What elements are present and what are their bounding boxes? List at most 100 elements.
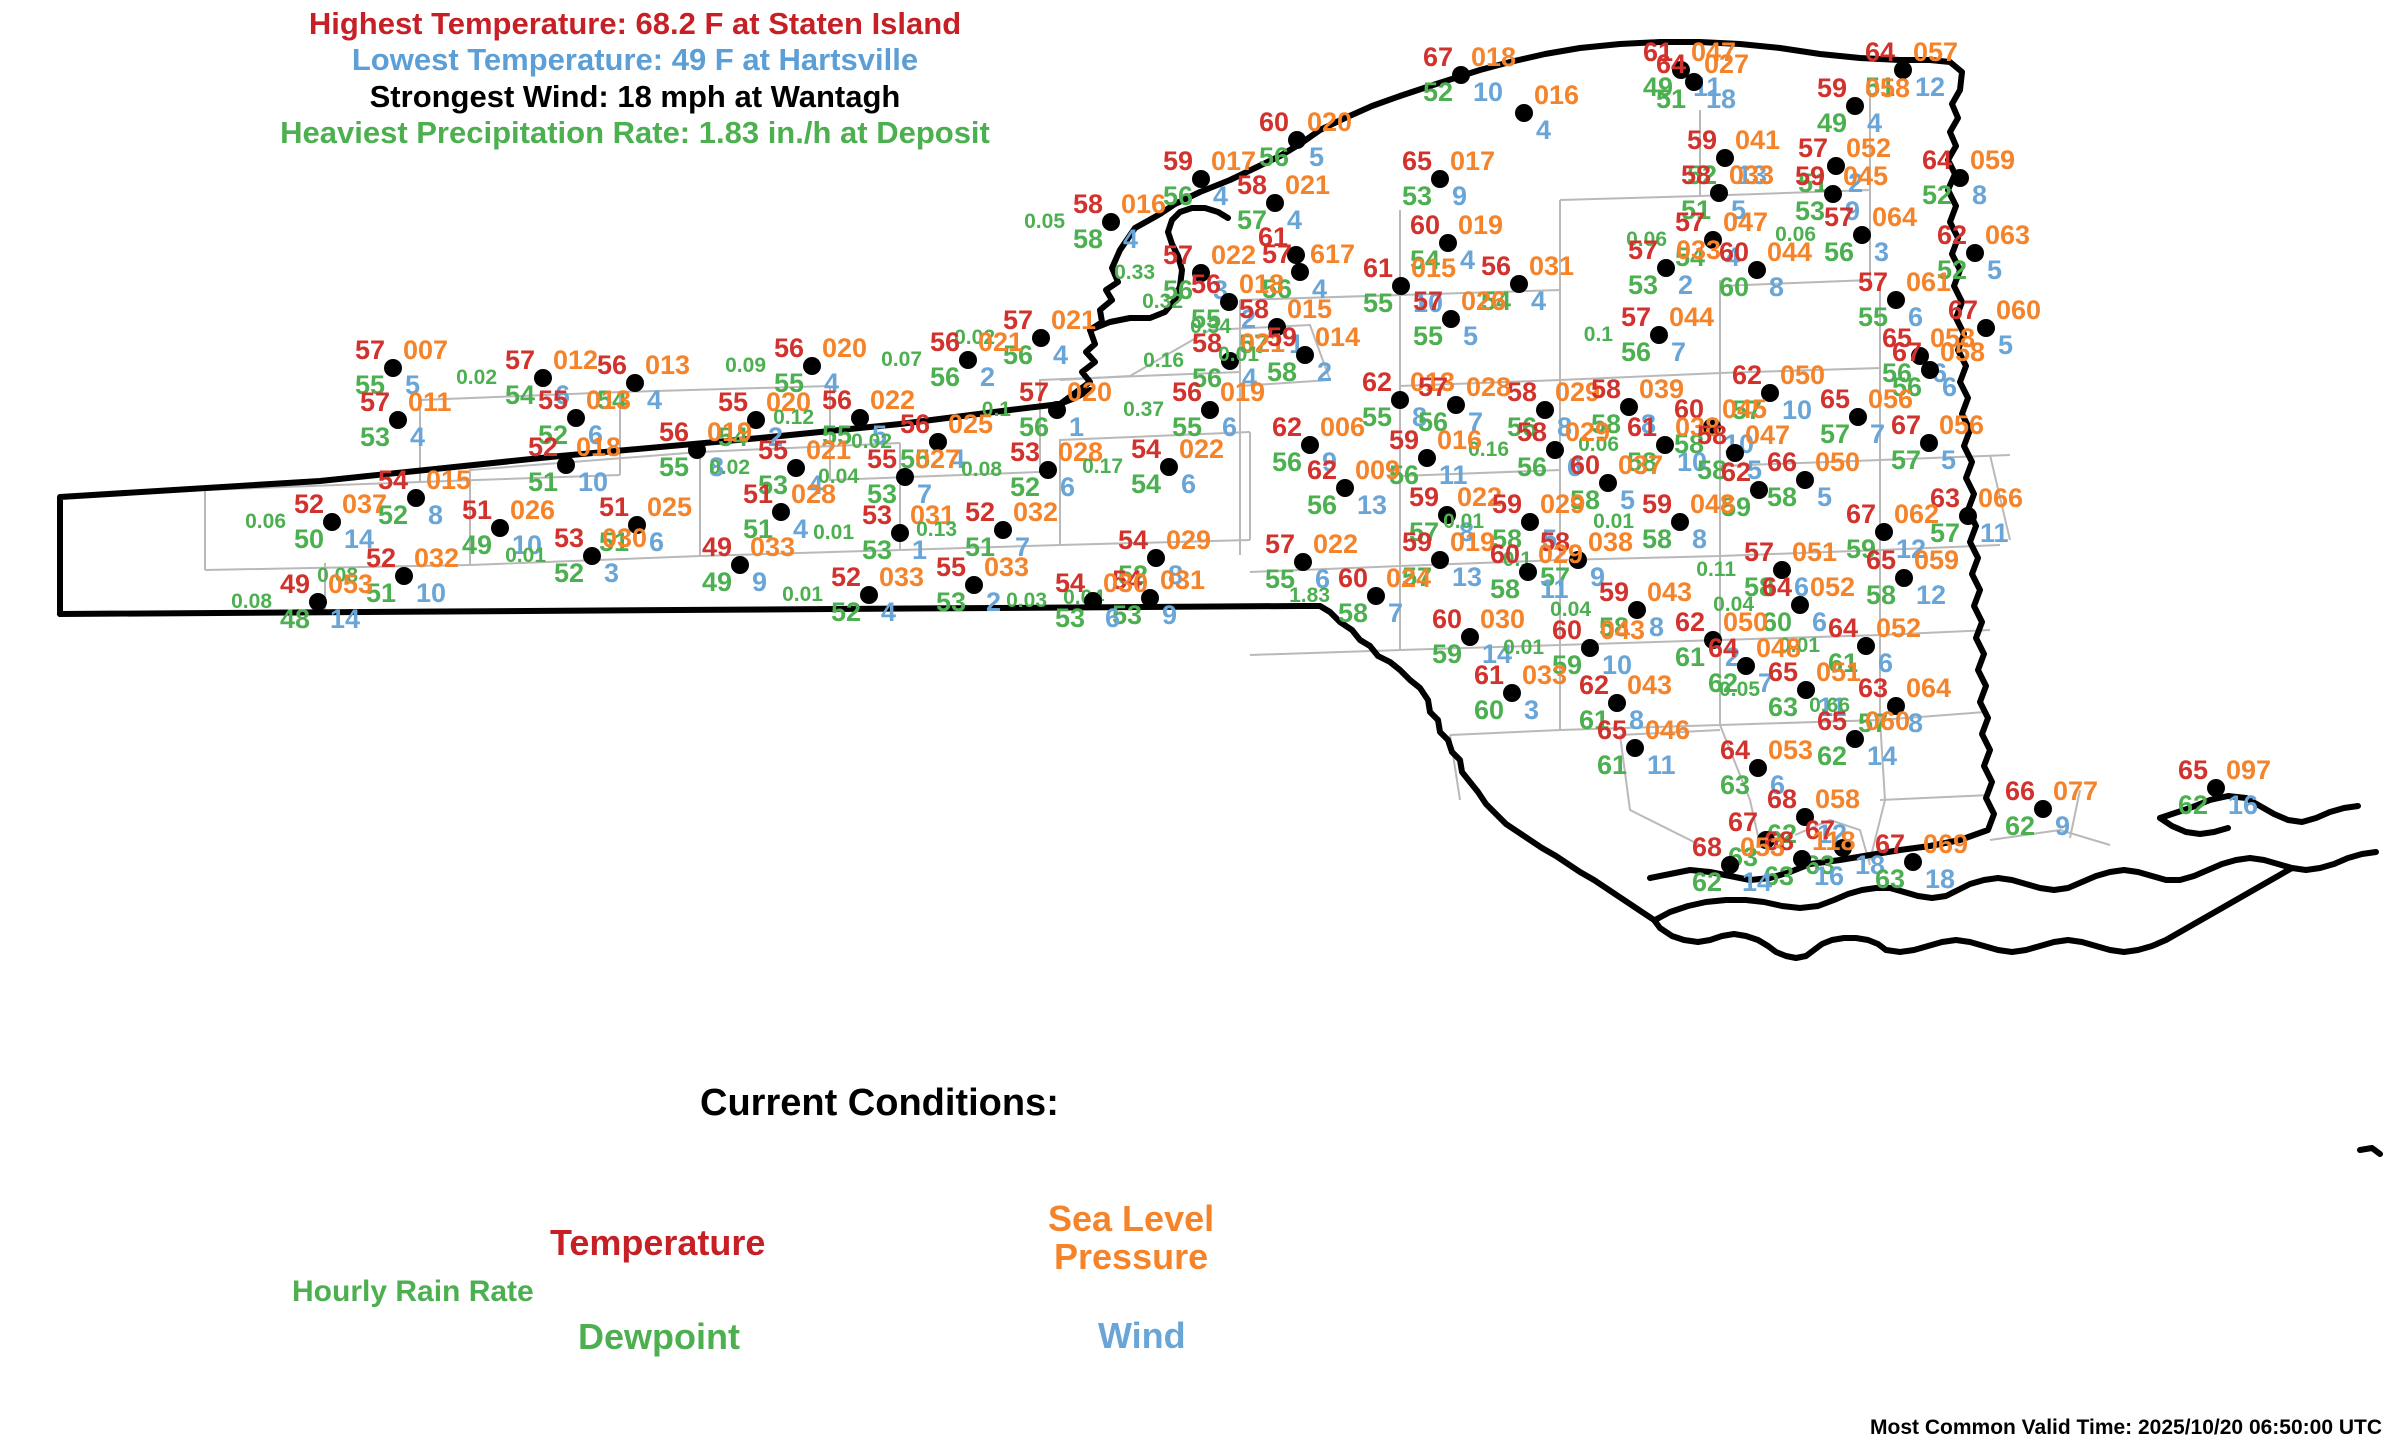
station-dot-icon <box>1656 436 1674 454</box>
station-wind: 14 <box>344 524 375 554</box>
station-wind: 9 <box>1322 447 1338 477</box>
station-sea-level-pressure: 046 <box>1645 715 1691 745</box>
station-wind: 18 <box>1855 850 1886 880</box>
station-temperature: 55 <box>717 387 748 417</box>
station-temperature: 66 <box>2004 776 2035 806</box>
station-dot-icon <box>384 359 402 377</box>
station-dewpoint: 55 <box>1412 321 1443 351</box>
station-wind: 18 <box>1925 864 1956 894</box>
station-sea-level-pressure: 050 <box>1780 360 1826 390</box>
station-dot-icon <box>731 556 749 574</box>
station-sea-level-pressure: 020 <box>1067 377 1113 407</box>
station-wind: 4 <box>1531 286 1547 316</box>
station-dot-icon <box>628 516 646 534</box>
station-dot-icon <box>1599 474 1617 492</box>
station-wind: 13 <box>1452 562 1483 592</box>
station-dot-icon <box>1846 730 1864 748</box>
station-sea-level-pressure: 015 <box>1287 294 1333 324</box>
station-temperature: 57 <box>359 387 390 417</box>
station-dot-icon <box>1704 631 1722 649</box>
station-dewpoint: 58 <box>1696 455 1727 485</box>
lowest-temperature-line: Lowest Temperature: 49 F at Hartsville <box>351 42 919 78</box>
station-dewpoint: 53 <box>866 479 897 509</box>
station-dot-icon <box>491 519 509 537</box>
station-rain-rate: 0.66 <box>1809 694 1850 717</box>
station-sea-level-pressure: 013 <box>586 385 632 415</box>
station-temperature: 59 <box>1266 322 1297 352</box>
station-dot-icon <box>1834 839 1852 857</box>
station-sea-level-pressure: 030 <box>1480 604 1526 634</box>
station-sea-level-pressure: 047 <box>1691 37 1737 67</box>
station-sea-level-pressure: 048 <box>1756 633 1802 663</box>
station-sea-level-pressure: 031 <box>1529 251 1575 281</box>
station-temperature: 58 <box>1516 417 1547 447</box>
station-sea-level-pressure: 019 <box>1220 377 1266 407</box>
station-rain-rate: 0.02 <box>709 456 750 479</box>
station-temperature: 54 <box>1130 434 1161 464</box>
station-wind: 5 <box>1542 524 1558 554</box>
station-sea-level-pressure: 044 <box>1767 237 1813 267</box>
station-rain-rate: 0.04 <box>1713 593 1754 616</box>
station-sea-level-pressure: 017 <box>1211 146 1257 176</box>
station-dot-icon <box>1796 808 1814 826</box>
station-dot-icon <box>1773 561 1791 579</box>
station-temperature: 56 <box>658 417 689 447</box>
station-wind: 9 <box>1162 600 1178 630</box>
station-wind: 4 <box>647 385 663 415</box>
station-dewpoint: 56 <box>1306 490 1337 520</box>
station-rain-rate: 0.17 <box>1082 455 1123 478</box>
station-dot-icon <box>1894 61 1912 79</box>
station-sea-level-pressure: 013 <box>645 350 691 380</box>
station-dot-icon <box>860 586 878 604</box>
station-sea-level-pressure: 020 <box>766 387 812 417</box>
station-dot-icon <box>1102 213 1120 231</box>
station-temperature: 49 <box>701 532 732 562</box>
station-wind: 6 <box>1105 603 1121 633</box>
station-dot-icon <box>1904 853 1922 871</box>
station-dot-icon <box>2034 800 2052 818</box>
station-temperature: 62 <box>1361 367 1392 397</box>
station-dewpoint: 62 <box>1691 867 1722 897</box>
station-temperature: 56 <box>1171 377 1202 407</box>
station-temperature: 56 <box>596 350 627 380</box>
station-dot-icon <box>407 489 425 507</box>
station-sea-level-pressure: 050 <box>1815 447 1861 477</box>
station-temperature: 65 <box>1401 146 1432 176</box>
station-dewpoint: 58 <box>1673 429 1704 459</box>
station-sea-level-pressure: 041 <box>1735 125 1781 155</box>
station-sea-level-pressure: 038 <box>1675 412 1721 442</box>
station-temperature: 60 <box>1409 210 1440 240</box>
station-wind: 4 <box>1725 242 1741 272</box>
station-sea-level-pressure: 021 <box>978 327 1024 357</box>
station-dot-icon <box>1672 61 1690 79</box>
station-sea-level-pressure: 058 <box>1815 784 1861 814</box>
station-dot-icon <box>1796 471 1814 489</box>
station-temperature: 57 <box>504 345 535 375</box>
station-temperature: 49 <box>279 569 310 599</box>
station-sea-level-pressure: 025 <box>647 492 693 522</box>
station-wind: 10 <box>1677 447 1708 477</box>
station-dot-icon <box>1160 458 1178 476</box>
station-wind: 6 <box>1942 372 1958 402</box>
station-wind: 2 <box>1848 168 1864 198</box>
station-sea-level-pressure: 018 <box>1239 269 1285 299</box>
station-dewpoint: 53 <box>1111 600 1142 630</box>
station-wind: 7 <box>1468 407 1484 437</box>
station-dot-icon <box>1750 481 1768 499</box>
station-temperature: 60 <box>1718 237 1749 267</box>
station-temperature: 63 <box>1929 483 1960 513</box>
station-dewpoint: 51 <box>598 527 629 557</box>
station-wind: 8 <box>1557 412 1573 442</box>
station-dot-icon <box>2207 779 2225 797</box>
station-wind: 8 <box>1641 409 1657 439</box>
station-dot-icon <box>1921 361 1939 379</box>
station-wind: 4 <box>1867 108 1883 138</box>
station-sea-level-pressure: 052 <box>1846 133 1892 163</box>
station-dewpoint: 52 <box>553 558 584 588</box>
station-wind: 6 <box>1770 770 1786 800</box>
station-dewpoint: 53 <box>935 587 966 617</box>
station-dot-icon <box>1846 97 1864 115</box>
station-wind: 7 <box>1388 598 1404 628</box>
strongest-wind-line: Strongest Wind: 18 mph at Wantagh <box>369 78 901 114</box>
station-dot-icon <box>1911 347 1929 365</box>
